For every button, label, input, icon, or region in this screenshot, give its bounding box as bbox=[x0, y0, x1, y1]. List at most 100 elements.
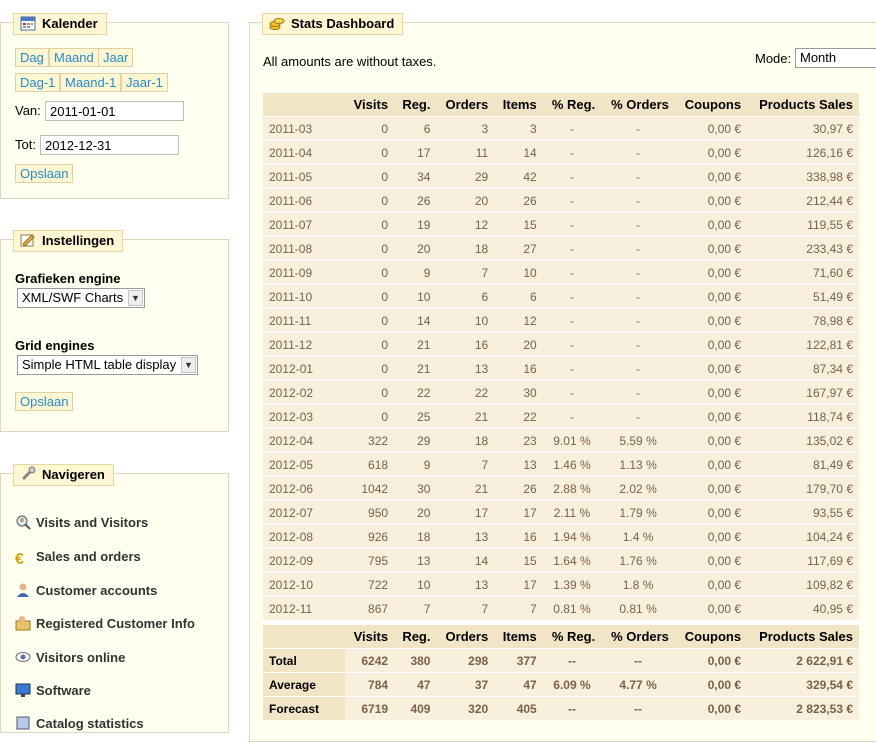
cell-period: 2012-02 bbox=[263, 380, 345, 405]
nav-customer-accounts[interactable]: Customer accounts bbox=[15, 581, 157, 601]
cell-products-sales: 71,60 € bbox=[747, 260, 859, 285]
cell-items: 17 bbox=[494, 500, 543, 525]
cell-items: 13 bbox=[494, 452, 543, 477]
cell-coupons: 0,00 € bbox=[674, 548, 748, 573]
cell-orders: 10 bbox=[436, 308, 495, 333]
nav-label: Visits and Visitors bbox=[36, 515, 149, 530]
cell-products-sales: 135,02 € bbox=[747, 428, 859, 453]
nav-sales-and-orders[interactable]: € Sales and orders bbox=[15, 547, 141, 568]
cell-pct-reg: 1.64 % bbox=[542, 548, 602, 573]
cell-orders: 22 bbox=[436, 380, 495, 405]
catalog-icon bbox=[15, 715, 31, 731]
cell-visits: 0 bbox=[345, 356, 395, 381]
cell-orders: 12 bbox=[436, 212, 495, 237]
table-row: 2011-12 0 21 16 20- -0,00 €122,81 € bbox=[263, 332, 859, 357]
cell-pct-orders: -- bbox=[601, 696, 675, 720]
table-row: 2011-07 0 19 12 15- -0,00 €119,55 € bbox=[263, 212, 859, 237]
graph-engine-value: XML/SWF Charts bbox=[22, 290, 124, 305]
cell-pct-reg: - bbox=[542, 380, 602, 405]
cell-items: 22 bbox=[494, 404, 543, 429]
nav-software[interactable]: Software bbox=[15, 681, 91, 701]
foot-header-orders: Orders bbox=[436, 625, 495, 649]
cell-coupons: 0,00 € bbox=[674, 164, 748, 189]
cell-products-sales: 104,24 € bbox=[747, 524, 859, 549]
prev-month-button[interactable]: Maand-1 bbox=[60, 73, 122, 92]
cell-pct-reg: - bbox=[542, 356, 602, 381]
nav-registered-customer-info[interactable]: Registered Customer Info bbox=[15, 614, 195, 634]
mode-label: Mode: bbox=[755, 51, 792, 66]
cell-pct-orders: - bbox=[601, 332, 675, 357]
cell-pct-reg: - bbox=[542, 236, 602, 261]
foot-header-pct-reg: % Reg. bbox=[542, 625, 602, 649]
table-row: 2012-03 0 25 21 22- -0,00 €118,74 € bbox=[263, 404, 859, 429]
cell-period: 2012-03 bbox=[263, 404, 345, 429]
cell-pct-reg: 2.88 % bbox=[542, 476, 602, 501]
navigeren-panel: Navigeren bbox=[0, 464, 229, 733]
kalender-save-button[interactable]: Opslaan bbox=[15, 164, 74, 183]
nav-label: Catalog statistics bbox=[36, 716, 144, 731]
day-button[interactable]: Dag bbox=[15, 48, 49, 67]
grid-engine-label: Grid engines bbox=[15, 338, 95, 353]
prev-year-button[interactable]: Jaar-1 bbox=[121, 73, 168, 92]
cell-items: 17 bbox=[494, 572, 543, 597]
cell-visits: 0 bbox=[345, 404, 395, 429]
year-button[interactable]: Jaar bbox=[98, 48, 134, 67]
cell-orders: 13 bbox=[436, 524, 495, 549]
cell-coupons: 0,00 € bbox=[674, 404, 748, 429]
cell-pct-orders: - bbox=[601, 188, 675, 213]
cell-reg: 409 bbox=[394, 696, 437, 720]
cell-items: 15 bbox=[494, 548, 543, 573]
nav-visitors-online[interactable]: Visitors online bbox=[15, 648, 125, 668]
cell-pct-orders: - bbox=[601, 356, 675, 381]
cell-orders: 11 bbox=[436, 140, 495, 165]
to-date-input[interactable] bbox=[40, 135, 179, 155]
foot-header-pct-orders: % Orders bbox=[601, 625, 675, 649]
nav-visits-and-visitors[interactable]: Visits and Visitors bbox=[15, 513, 148, 533]
graph-engine-select[interactable]: XML/SWF Charts ▼ bbox=[17, 288, 145, 308]
cell-pct-reg: - bbox=[542, 308, 602, 333]
cell-pct-orders: 2.02 % bbox=[601, 476, 675, 501]
month-button[interactable]: Maand bbox=[49, 48, 99, 67]
nav-catalog-statistics[interactable]: Catalog statistics bbox=[15, 714, 144, 734]
cell-period: 2012-01 bbox=[263, 356, 345, 381]
cell-products-sales: 233,43 € bbox=[747, 236, 859, 261]
cell-reg: 10 bbox=[394, 572, 437, 597]
navigeren-legend: Navigeren bbox=[13, 464, 114, 486]
cell-pct-reg: 1.39 % bbox=[542, 572, 602, 597]
cell-visits: 0 bbox=[345, 188, 395, 213]
col-header-reg: Reg. bbox=[394, 93, 437, 117]
cell-pct-reg: 6.09 % bbox=[542, 672, 602, 697]
cell-period: 2012-05 bbox=[263, 452, 345, 477]
mode-select[interactable]: Month bbox=[795, 48, 876, 68]
cell-period: Average bbox=[263, 672, 345, 697]
cell-reg: 18 bbox=[394, 524, 437, 549]
cell-reg: 7 bbox=[394, 596, 437, 620]
cell-products-sales: 338,98 € bbox=[747, 164, 859, 189]
instellingen-save-button[interactable]: Opslaan bbox=[15, 392, 74, 411]
from-date-input[interactable] bbox=[45, 101, 184, 121]
prev-day-button[interactable]: Dag-1 bbox=[15, 73, 61, 92]
cell-visits: 618 bbox=[345, 452, 395, 477]
cell-pct-reg: - bbox=[542, 212, 602, 237]
cell-pct-orders: 1.79 % bbox=[601, 500, 675, 525]
cell-coupons: 0,00 € bbox=[674, 116, 748, 141]
nav-label: Registered Customer Info bbox=[36, 616, 195, 631]
grid-engine-select[interactable]: Simple HTML table display ▼ bbox=[17, 355, 198, 375]
cell-items: 3 bbox=[494, 116, 543, 141]
cell-orders: 7 bbox=[436, 452, 495, 477]
cell-pct-orders: - bbox=[601, 236, 675, 261]
cell-pct-reg: - bbox=[542, 332, 602, 357]
stats-footer-header-row: Visits Reg. Orders Items % Reg. % Orders… bbox=[263, 625, 859, 649]
cell-visits: 0 bbox=[345, 236, 395, 261]
cell-visits: 1042 bbox=[345, 476, 395, 501]
cell-orders: 21 bbox=[436, 476, 495, 501]
col-header-period bbox=[263, 93, 345, 117]
navigeren-title: Navigeren bbox=[42, 467, 105, 482]
cell-pct-orders: 0.81 % bbox=[601, 596, 675, 620]
col-header-items: Items bbox=[494, 93, 543, 117]
cell-products-sales: 179,70 € bbox=[747, 476, 859, 501]
customer-info-icon bbox=[15, 615, 31, 631]
instellingen-legend: Instellingen bbox=[13, 230, 124, 252]
cell-items: 7 bbox=[494, 596, 543, 620]
table-row: 2012-02 0 22 22 30- -0,00 €167,97 € bbox=[263, 380, 859, 405]
